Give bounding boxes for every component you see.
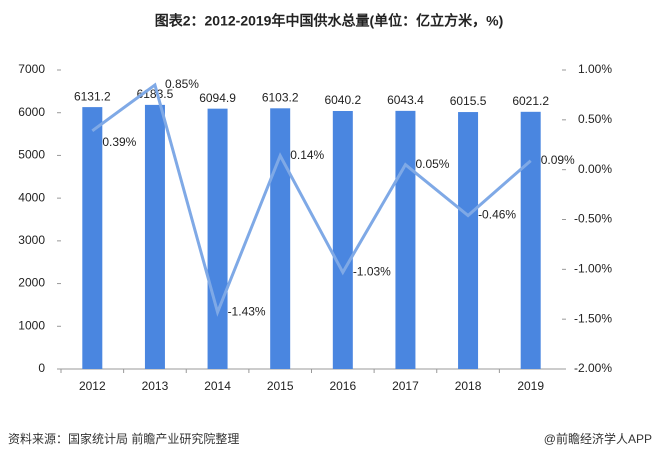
x-tick-label: 2018 <box>455 379 482 393</box>
bar-label: 6040.2 <box>324 93 361 107</box>
bar <box>458 112 479 369</box>
x-tick-label: 2015 <box>267 379 294 393</box>
line-label: 0.39% <box>102 135 136 149</box>
y2-tick-label: -0.50% <box>574 212 612 226</box>
y-tick-label: 2000 <box>18 276 45 290</box>
x-tick-label: 2019 <box>517 379 544 393</box>
bar-label: 6021.2 <box>512 94 549 108</box>
y-tick-label: 1000 <box>18 318 45 332</box>
line-label: -1.43% <box>228 304 266 318</box>
bar <box>395 110 416 370</box>
source: 资料来源：国家统计局 前瞻产业研究院整理 <box>8 431 239 446</box>
y-tick-label: 4000 <box>18 190 45 204</box>
bar <box>520 111 541 369</box>
bar-label: 6015.5 <box>450 94 487 108</box>
y2-tick-label: -2.00% <box>574 361 612 375</box>
bar-label: 6103.2 <box>262 90 299 104</box>
x-tick-label: 2013 <box>142 379 169 393</box>
line <box>91 82 532 317</box>
x-tick-label: 2017 <box>392 379 419 393</box>
bar <box>332 110 353 370</box>
chart-title: 图表2：2012-2019年中国供水总量(单位：亿立方米，%) <box>155 13 504 29</box>
line-label: 0.09% <box>541 153 575 167</box>
bar <box>82 107 103 369</box>
bar <box>144 104 165 369</box>
line-label: 0.14% <box>290 148 324 162</box>
y-tick-label: 3000 <box>18 233 45 247</box>
y-tick-label: 5000 <box>18 148 45 162</box>
bar <box>270 108 291 370</box>
y-tick-label: 7000 <box>18 62 45 76</box>
bar-label: 6043.4 <box>387 93 424 107</box>
line-label: -1.03% <box>353 264 391 278</box>
line-label: 0.85% <box>165 77 199 91</box>
y2-tick-label: 1.00% <box>578 62 612 76</box>
y2-tick-label: 0.50% <box>578 112 612 126</box>
line-label: -0.46% <box>478 208 516 222</box>
y-tick-label: 6000 <box>18 105 45 119</box>
bar-label: 6131.2 <box>74 89 111 103</box>
x-tick-label: 2014 <box>204 379 231 393</box>
y2-tick-label: 0.00% <box>578 162 612 176</box>
y2-tick-label: -1.50% <box>574 311 612 325</box>
x-tick-label: 2016 <box>329 379 356 393</box>
y2-tick-label: -1.00% <box>574 262 612 276</box>
x-tick-label: 2012 <box>79 379 106 393</box>
y-tick-label: 0 <box>38 361 45 375</box>
line-label: 0.05% <box>415 157 449 171</box>
bar <box>207 108 228 369</box>
bar-label: 6094.9 <box>199 91 236 105</box>
brand: @前瞻经济学人APP <box>544 431 652 446</box>
